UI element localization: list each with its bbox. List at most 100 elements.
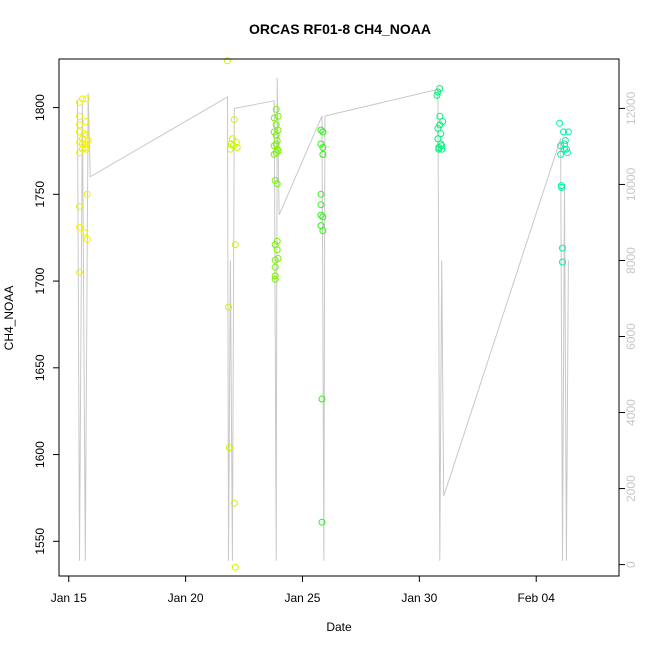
data-point-s0-8 (76, 268, 83, 276)
data-point-s2-15 (273, 137, 281, 144)
data-point-s0-2 (76, 121, 83, 129)
data-point-s5-6 (559, 258, 566, 266)
y-right-tick-label: 12000 (624, 91, 638, 125)
data-point-s0-16 (82, 95, 90, 103)
data-point-s1-12 (233, 144, 241, 151)
data-point-s1-1 (225, 303, 232, 311)
x-tick-label: Jan 20 (168, 591, 204, 605)
y-right-tick-label: 0 (624, 561, 638, 568)
data-point-s3-3 (317, 201, 325, 209)
data-point-s1-11 (232, 138, 240, 146)
data-point-s5-7 (560, 128, 567, 136)
data-point-s4-6 (436, 85, 444, 92)
data-point-s0-6 (76, 203, 83, 210)
data-point-s5-5 (559, 244, 566, 252)
data-point-s2-14 (272, 149, 280, 157)
data-point-s0-1 (76, 112, 83, 120)
data-point-s3-6 (318, 395, 326, 403)
data-point-s5-4 (558, 183, 565, 191)
data-point-s3-10 (319, 150, 327, 158)
data-point-s1-8 (230, 499, 238, 507)
data-point-s4-1 (434, 88, 442, 96)
data-point-s2-13 (272, 140, 280, 148)
data-point-s1-0 (224, 57, 231, 65)
x-axis-label: Date (326, 620, 352, 634)
data-point-s2-7 (271, 263, 279, 271)
data-point-s0-15 (81, 144, 89, 151)
data-point-s3-9 (319, 144, 327, 151)
data-point-s2-23 (274, 147, 282, 155)
data-point-s0-20 (82, 145, 90, 153)
data-point-s2-4 (271, 176, 279, 184)
data-point-s2-9 (271, 275, 279, 283)
data-point-s3-2 (317, 190, 325, 198)
y-right-tick-label: 8000 (624, 247, 638, 274)
data-point-s2-20 (274, 255, 282, 262)
x-tick-label: Jan 15 (51, 591, 87, 605)
data-point-s2-1 (270, 128, 278, 136)
data-point-s0-17 (82, 118, 90, 125)
data-point-s2-19 (273, 246, 281, 254)
data-point-s3-7 (318, 518, 326, 526)
plot-frame (58, 58, 620, 577)
y-tick-label: 1650 (33, 354, 47, 381)
data-point-s2-17 (273, 180, 281, 188)
data-point-s3-0 (317, 126, 325, 134)
data-point-s5-10 (561, 137, 569, 144)
data-point-s0-7 (76, 223, 83, 231)
x-tick-label: Jan 30 (401, 591, 437, 605)
data-point-s5-2 (557, 150, 565, 158)
y-axis-label: CH4_NOAA (2, 286, 16, 351)
data-point-s1-5 (228, 135, 236, 143)
data-point-s0-9 (78, 95, 86, 103)
data-point-s0-13 (80, 229, 88, 236)
data-point-s3-11 (319, 213, 327, 221)
data-point-s1-9 (231, 563, 239, 571)
data-point-s4-0 (433, 91, 441, 99)
data-points (76, 57, 572, 571)
y-right-tick-label: 2000 (624, 475, 638, 502)
data-point-s5-1 (557, 142, 565, 150)
data-point-s2-8 (271, 272, 279, 280)
data-point-s1-7 (230, 116, 238, 124)
data-point-s5-12 (563, 149, 571, 157)
data-point-s2-22 (274, 126, 282, 134)
data-point-s5-13 (564, 128, 572, 136)
x-tick-label: Feb 04 (518, 591, 556, 605)
data-point-s2-18 (273, 237, 281, 245)
y-tick-label: 1600 (33, 441, 47, 468)
data-point-s1-4 (227, 140, 235, 148)
data-point-s3-8 (319, 128, 327, 136)
y-right-tick-label: 10000 (624, 167, 638, 201)
chart-title: ORCAS RF01-8 CH4_NOAA (249, 21, 431, 37)
y-right-tick-label: 6000 (624, 323, 638, 350)
data-point-s3-4 (317, 211, 325, 219)
data-point-s4-13 (439, 118, 447, 125)
data-point-s2-0 (270, 114, 278, 122)
y-axis-right: 0 2000 4000 6000 8000 10000 12000 (619, 91, 638, 568)
y-tick-label: 1550 (33, 528, 47, 555)
data-point-s2-21 (274, 112, 282, 120)
data-point-s0-14 (80, 130, 88, 138)
data-point-s2-10 (272, 105, 280, 113)
data-point-s5-11 (562, 145, 570, 153)
y-tick-label: 1800 (33, 94, 47, 121)
data-point-s0-3 (76, 128, 83, 136)
data-point-s4-2 (434, 124, 442, 132)
x-tick-label: Jan 25 (284, 591, 320, 605)
data-point-s1-2 (225, 444, 233, 452)
data-point-s5-0 (556, 119, 564, 127)
data-point-s0-21 (83, 190, 91, 198)
data-point-s2-3 (270, 150, 278, 158)
data-point-s0-19 (82, 140, 90, 148)
y-right-tick-label: 4000 (624, 399, 638, 426)
data-point-s4-9 (437, 130, 445, 138)
data-point-s3-12 (319, 227, 327, 235)
data-point-s0-22 (83, 235, 91, 243)
y-tick-label: 1700 (33, 267, 47, 294)
data-point-s1-10 (231, 241, 239, 249)
data-point-s4-3 (434, 135, 442, 143)
x-axis: Jan 15 Jan 20 Jan 25 Jan 30 Feb 04 (51, 575, 556, 605)
data-point-s0-23 (84, 137, 92, 144)
